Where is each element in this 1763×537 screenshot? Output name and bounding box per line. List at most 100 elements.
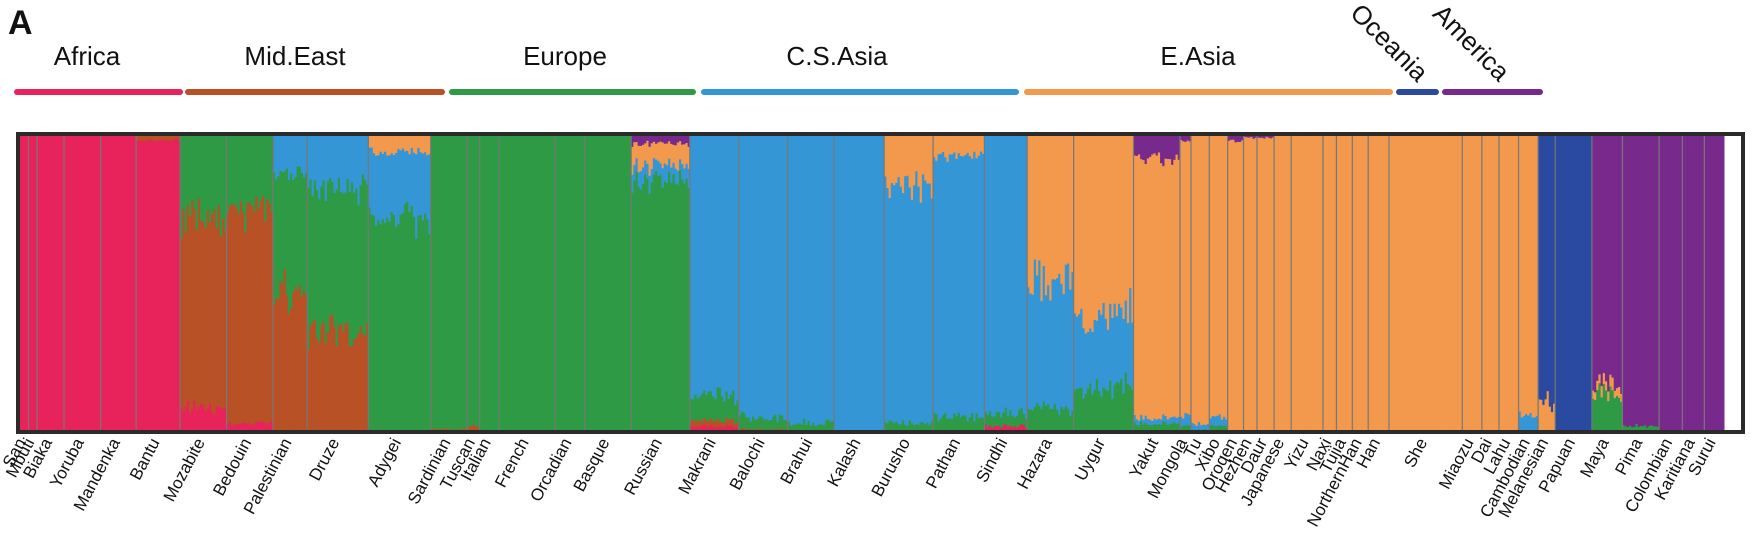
ancestry-segment [557, 134, 561, 432]
ancestry-segment [379, 134, 383, 152]
ancestry-segment [1225, 426, 1229, 432]
ancestry-segment [1209, 417, 1213, 426]
ancestry-segment [1298, 134, 1301, 432]
ancestry-segment [1131, 322, 1135, 390]
ancestry-segment [1204, 424, 1208, 430]
region-label-europe: Europe [523, 41, 607, 71]
population-column-kalash [834, 134, 885, 432]
ancestry-segment [1006, 415, 1010, 427]
ancestry-segment [147, 139, 150, 432]
ancestry-segment [720, 426, 724, 432]
ancestry-segment [85, 134, 89, 432]
ancestry-segment [164, 134, 168, 141]
ancestry-segment [1018, 425, 1022, 432]
ancestry-segment [1391, 134, 1395, 432]
ancestry-segment [248, 134, 252, 203]
ancestry-segment [1641, 134, 1645, 427]
ancestry-segment [437, 134, 440, 430]
ancestry-segment [1177, 159, 1181, 417]
ancestry-segment [1607, 400, 1610, 432]
ancestry-segment [1089, 134, 1092, 329]
ancestry-segment [716, 134, 720, 388]
ancestry-segment [131, 134, 135, 432]
region-label-easia: E.Asia [1160, 41, 1236, 71]
ancestry-segment [1572, 134, 1576, 432]
ancestry-segment [1015, 415, 1019, 428]
ancestry-segment [417, 134, 421, 148]
ancestry-segment [811, 422, 815, 432]
ancestry-segment [184, 406, 188, 432]
ancestry-segment [794, 134, 798, 425]
ancestry-segment [255, 196, 259, 422]
ancestry-segment [208, 134, 212, 223]
ancestry-segment [337, 177, 341, 325]
ancestry-segment [668, 171, 671, 432]
ancestry-segment [439, 134, 443, 430]
ancestry-segment [644, 174, 647, 432]
ancestry-segment [778, 134, 782, 415]
ancestry-segment [381, 153, 385, 220]
population-column-yizu [1291, 134, 1324, 432]
ancestry-segment [64, 134, 67, 432]
ancestry-segment [838, 134, 842, 432]
ancestry-segment [1626, 426, 1630, 432]
ancestry-segment [1600, 134, 1604, 387]
ancestry-segment [401, 134, 405, 149]
ancestry-segment [763, 134, 766, 420]
ancestry-segment [226, 212, 230, 424]
ancestry-segment [705, 394, 709, 421]
ancestry-segment [355, 337, 359, 432]
ancestry-segment [899, 134, 903, 187]
ancestry-segment [908, 187, 912, 421]
ancestry-segment [320, 185, 324, 325]
ancestry-segment [253, 211, 256, 425]
ancestry-segment [180, 134, 183, 239]
ancestry-segment [637, 134, 641, 146]
ancestry-segment [333, 134, 337, 194]
ancestry-segment [895, 421, 899, 432]
ancestry-segment [1557, 134, 1561, 432]
ancestry-segment [285, 168, 289, 296]
ancestry-segment [1104, 388, 1108, 432]
ancestry-segment [930, 134, 934, 199]
ancestry-segment [635, 134, 639, 143]
ancestry-segment [397, 148, 401, 225]
ancestry-segment [1271, 137, 1275, 432]
ancestry-segment [1304, 134, 1308, 432]
ancestry-segment [962, 156, 965, 416]
ancestry-segment [173, 138, 177, 432]
ancestry-segment [1104, 134, 1108, 319]
ancestry-segment [302, 290, 306, 432]
population-label-burusho: Burusho [868, 435, 915, 500]
population-column-sardinian [430, 134, 468, 432]
ancestry-segment [1084, 333, 1088, 394]
ancestry-segment [1639, 134, 1643, 427]
ancestry-segment [59, 134, 63, 432]
ancestry-segment [657, 175, 660, 432]
ancestry-segment [1166, 419, 1170, 425]
ancestry-segment [202, 221, 206, 405]
ancestry-segment [639, 145, 643, 172]
ancestry-segment [946, 161, 950, 419]
ancestry-segment [950, 154, 954, 419]
ancestry-segment [756, 134, 760, 419]
ancestry-segment [709, 390, 713, 419]
ancestry-segment [1695, 134, 1699, 432]
population-column-mbuti [28, 134, 38, 432]
ancestry-segment [1252, 138, 1256, 432]
ancestry-segment [264, 422, 267, 432]
ancestry-segment [1153, 418, 1157, 425]
ancestry-segment [986, 134, 990, 416]
ancestry-segment [1484, 134, 1487, 432]
ancestry-segment [1020, 423, 1024, 432]
ancestry-segment [309, 325, 313, 432]
ancestry-segment [1188, 134, 1192, 142]
ancestry-segment [1498, 134, 1502, 432]
ancestry-segment [1420, 134, 1423, 432]
ancestry-segment [928, 183, 932, 426]
ancestry-segment [1179, 139, 1183, 417]
ancestry-segment [1038, 260, 1042, 406]
ancestry-segment [613, 134, 617, 432]
ancestry-segment [674, 144, 678, 169]
ancestry-segment [937, 134, 941, 155]
